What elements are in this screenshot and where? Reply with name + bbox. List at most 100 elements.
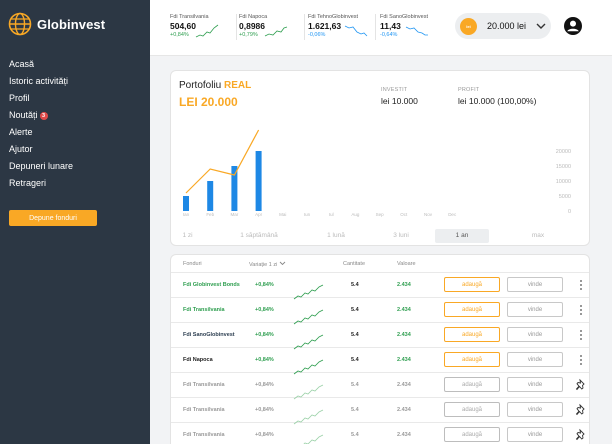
add-button[interactable]: adaugă [444, 352, 500, 367]
table-row[interactable]: Fdi Transilvania +0,84% 5.4 2.434 adaugă vind… [171, 298, 589, 325]
sell-button[interactable]: vinde [507, 402, 563, 417]
deposit-funds-button[interactable]: Depune fonduri [9, 210, 97, 226]
ticker-item[interactable]: Fdi Transilvania 504,60 +0,84% [170, 14, 234, 42]
sidebar-item-ajutor[interactable]: Ajutor [9, 141, 73, 158]
ticker-item[interactable]: Fdi SanoGlobinvest 11,43 -0,64% [380, 14, 444, 42]
fund-value: 2.434 [397, 357, 411, 363]
table-row[interactable]: Fdi Transilvania +0,84% 5.4 2.434 adaugă vind… [171, 398, 589, 425]
sidebar-item-profil[interactable]: Profil [9, 90, 73, 107]
invested-value: lei 10.000 [381, 96, 418, 106]
range-1m[interactable]: 1 lună [327, 232, 345, 239]
add-button[interactable]: adaugă [444, 327, 500, 342]
sidebar-item-depuneri[interactable]: Depuneri lunare [9, 158, 73, 175]
fund-variation: +0,84% [255, 282, 274, 288]
sidebar-item-istoric[interactable]: Istoric activități [9, 73, 73, 90]
more-options-icon[interactable] [575, 278, 587, 292]
sidebar-item-label: Depuneri lunare [9, 161, 74, 171]
portfolio-chart: 20000 15000 10000 5000 0 Ian Feb Mar Apr Mai Iun Iu… [183, 129, 571, 217]
table-row[interactable]: Fdi Transilvania +0,84% 5.4 2.434 adaugă vind… [171, 373, 589, 400]
x-tick-label: Mai [279, 212, 286, 217]
x-tick-label: Dec [448, 212, 457, 217]
more-options-icon[interactable] [575, 328, 587, 342]
add-button[interactable]: adaugă [444, 427, 500, 442]
pin-icon[interactable] [575, 428, 587, 442]
fund-value: 2.434 [397, 282, 411, 288]
table-header: Fonduri Variație 1 zi Cantitate Valoare [171, 255, 589, 273]
sidebar-item-noutati[interactable]: Noutăți 3 [9, 107, 73, 124]
logo[interactable]: Globinvest [8, 12, 105, 36]
sidebar: Globinvest Acasă Istoric activități Prof… [0, 0, 150, 444]
wallet-dropdown[interactable]: lei 20.000 lei [455, 13, 551, 39]
sidebar-item-acasa[interactable]: Acasă [9, 56, 73, 73]
ticker-sparkline [264, 26, 288, 37]
fund-name: Fdi Globinvest Bonds [183, 282, 240, 288]
notification-badge: 3 [39, 112, 48, 120]
fund-variation: +0,84% [255, 407, 274, 413]
user-account-icon[interactable] [563, 16, 583, 36]
header-value: Valoare [397, 261, 416, 267]
fund-value: 2.434 [397, 307, 411, 313]
coin-icon: lei [460, 17, 477, 35]
add-button[interactable]: adaugă [444, 377, 500, 392]
range-max[interactable]: max [531, 232, 545, 239]
ticker-item[interactable]: Fdi TehnoGlobinvest 1.621,63 -0,06% [308, 14, 372, 42]
ticker-value: 0,8986 [239, 21, 265, 31]
profit-value: lei 10.000 (100,00%) [458, 96, 537, 106]
ticker-change: +0,84% [170, 32, 189, 38]
fund-variation: +0,84% [255, 432, 274, 438]
portfolio-mode: REAL [224, 80, 252, 91]
table-row[interactable]: Fdi Napoca +0,84% 5.4 2.434 adaugă vinde [171, 348, 589, 375]
pin-icon[interactable] [575, 403, 587, 417]
fund-sparkline [293, 309, 324, 325]
sell-button[interactable]: vinde [507, 302, 563, 317]
fund-sparkline [293, 284, 324, 300]
y-tick-label: 5000 [559, 194, 571, 200]
ticker-name: Fdi Transilvania [170, 14, 209, 20]
profit-stat: PROFIT lei 10.000 (100,00%) [458, 87, 536, 106]
more-options-icon[interactable] [575, 353, 587, 367]
sidebar-item-alerte[interactable]: Alerte [9, 124, 73, 141]
more-options-icon[interactable] [575, 303, 587, 317]
fund-quantity: 5.4 [351, 382, 359, 388]
sell-button[interactable]: vinde [507, 377, 563, 392]
ticker-value: 504,60 [170, 21, 196, 31]
range-1d[interactable]: 1 zi [182, 232, 193, 239]
add-button[interactable]: adaugă [444, 402, 500, 417]
table-row[interactable]: Fdi Globinvest Bonds +0,84% 5.4 2.434 adaugă… [171, 273, 589, 300]
fund-name: Fdi Transilvania [183, 407, 225, 413]
sell-button[interactable]: vinde [507, 352, 563, 367]
wallet-amount: 20.000 lei [487, 21, 527, 31]
ticker-item[interactable]: Fdi Napoca 0,8986 +0,79% [239, 14, 303, 42]
divider [304, 14, 305, 40]
add-button[interactable]: adaugă [444, 302, 500, 317]
sell-button[interactable]: vinde [507, 427, 563, 442]
sidebar-item-label: Alerte [9, 127, 33, 137]
sell-button[interactable]: vinde [507, 277, 563, 292]
table-row[interactable]: Fdi Transilvania +0,84% 5.4 2.434 adaugă vind… [171, 423, 589, 444]
sidebar-item-retrageri[interactable]: Retrageri [9, 175, 73, 192]
range-1w[interactable]: 1 săptămână [240, 232, 278, 239]
chevron-down-icon [536, 23, 546, 29]
profit-label: PROFIT [458, 87, 480, 93]
globe-icon [8, 12, 32, 36]
sidebar-item-label: Istoric activități [9, 76, 69, 86]
table-row[interactable]: Fdi SanoGlobinvest +0,84% 5.4 2.434 adaugă vi… [171, 323, 589, 350]
header-variation[interactable]: Variație 1 zi [249, 261, 286, 268]
divider [375, 14, 376, 40]
fund-quantity: 5.4 [351, 407, 359, 413]
sidebar-item-label: Retrageri [9, 178, 47, 188]
fund-value: 2.434 [397, 432, 411, 438]
sell-button[interactable]: vinde [507, 327, 563, 342]
ticker-name: Fdi Napoca [239, 14, 268, 20]
range-1y[interactable]: 1 an [435, 229, 489, 243]
portfolio-title-text: Portofoliu [179, 80, 222, 91]
fund-quantity: 5.4 [351, 282, 359, 288]
fund-name: Fdi SanoGlobinvest [183, 332, 235, 338]
pin-icon[interactable] [575, 378, 587, 392]
fund-sparkline [293, 384, 324, 400]
ticker-change: -0,64% [380, 32, 398, 38]
top-bar: Fdi Transilvania 504,60 +0,84% Fdi Napoc… [150, 0, 612, 56]
range-3m[interactable]: 3 luni [393, 232, 409, 239]
add-button[interactable]: adaugă [444, 277, 500, 292]
chart-bar [231, 166, 238, 211]
